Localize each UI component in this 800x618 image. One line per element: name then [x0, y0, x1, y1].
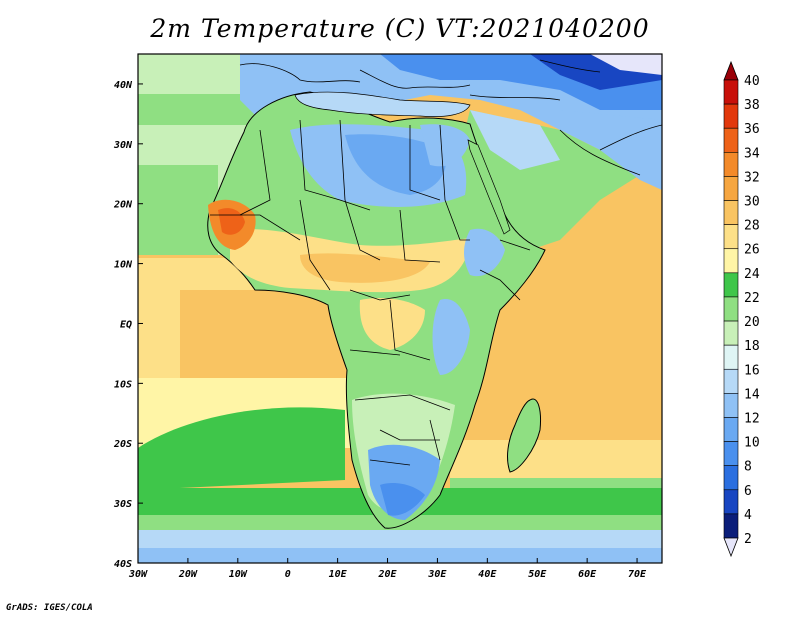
- lon-tick-label: 10W: [229, 569, 248, 580]
- colorbar-label: 36: [744, 122, 760, 137]
- lon-tick-label: 30W: [128, 569, 148, 580]
- colorbar-swatch: [723, 296, 739, 322]
- lat-tick-label: 30S: [113, 499, 132, 510]
- colorbar-label: 38: [744, 98, 760, 113]
- lon-tick-label: 0: [285, 569, 291, 580]
- lon-tick-label: 40E: [478, 569, 497, 580]
- coastlines-north: [239, 59, 662, 176]
- colorbar-swatch: [723, 368, 739, 394]
- south-atlantic-green: [138, 407, 345, 490]
- latitude-axis: 40N 30N 20N 10N EQ 10S 20S 30S 40S: [113, 80, 143, 570]
- iran: [560, 110, 662, 190]
- colorbar-swatch: [723, 344, 739, 370]
- mediterranean-sea: [294, 91, 471, 117]
- colorbar-swatch: [723, 200, 739, 225]
- colorbar-label: 8: [744, 460, 752, 475]
- lat-tick-label: 20S: [113, 439, 132, 450]
- temperature-map: [138, 54, 662, 563]
- colorbar-label: 26: [744, 243, 760, 258]
- colorbar-label: 20: [744, 315, 760, 330]
- map-title: 2m Temperature (C) VT:2021040200: [150, 14, 650, 43]
- colorbar-swatch: [723, 272, 739, 298]
- colorbar-swatch: [723, 103, 739, 129]
- colorbar-swatch: [723, 513, 739, 539]
- lon-tick-label: 50E: [528, 569, 547, 580]
- arabia-cool: [470, 110, 560, 170]
- equatorial-warmer: [180, 290, 350, 380]
- colorbar-label: 24: [744, 267, 760, 282]
- colorbar-label: 30: [744, 195, 760, 210]
- colorbar-swatch: [723, 441, 739, 466]
- colorbar-label: 6: [744, 484, 752, 499]
- sahel-hotter: [300, 253, 430, 283]
- colorbar-label: 2: [744, 532, 752, 547]
- indian-ocean-yellow: [450, 440, 662, 485]
- colorbar-swatch: [723, 393, 739, 418]
- madagascar: [507, 398, 541, 473]
- lat-tick-label: 10S: [114, 379, 132, 390]
- colorbar-label: 18: [744, 339, 760, 354]
- colorbar-swatch: [723, 489, 739, 515]
- lat-tick-label: 20N: [113, 200, 133, 211]
- red-sea: [467, 139, 511, 235]
- east-africa-highlands: [432, 299, 470, 375]
- longitude-axis: 30W 20W 10W 0 10E 20E 30E 40E 50E 60E 70E: [128, 558, 647, 580]
- colorbar-swatch: [723, 127, 739, 153]
- colorbar-swatch: [723, 152, 739, 177]
- egypt-cool: [420, 124, 470, 167]
- ethiopia-cool: [464, 228, 505, 277]
- lat-tick-label: 10N: [114, 260, 133, 271]
- country-borders: [210, 119, 531, 466]
- colorbar-swatch: [723, 417, 739, 442]
- far-south-band: [138, 548, 662, 563]
- lon-tick-label: 70E: [628, 569, 647, 580]
- colorbar-swatch: [723, 224, 739, 250]
- colorbar-swatch: [723, 79, 739, 105]
- colorbar-swatch: [723, 320, 739, 346]
- colorbar-label: 40: [744, 74, 760, 89]
- lon-tick-label: 60E: [578, 569, 597, 580]
- lon-tick-label: 10E: [329, 569, 348, 580]
- lat-tick-label: EQ: [120, 319, 132, 330]
- colorbar-label: 14: [744, 387, 760, 402]
- colorbar-swatch: [723, 465, 739, 491]
- colorbar-min-triangle: [723, 537, 739, 558]
- north-atlantic-cool: [138, 54, 248, 94]
- colorbar-label: 4: [744, 508, 752, 523]
- colorbar-max-triangle: [723, 60, 739, 81]
- colorbar-swatch: [723, 176, 739, 201]
- lat-tick-label: 40N: [114, 80, 133, 91]
- lon-tick-label: 30E: [427, 569, 447, 580]
- lon-tick-label: 20E: [377, 569, 397, 580]
- colorbar-label: 16: [744, 363, 760, 378]
- colorbar-label: 32: [744, 170, 760, 185]
- colorbar-label: 12: [744, 411, 760, 426]
- plot-frame: [137, 53, 663, 564]
- colorbar-label: 22: [744, 291, 760, 306]
- colorbar-label: 34: [744, 146, 760, 161]
- subtropical-atlantic-green: [138, 165, 218, 255]
- colorbar-label: 10: [744, 436, 760, 451]
- colorbar-label: 28: [744, 219, 760, 234]
- lat-tick-label: 40S: [114, 559, 132, 570]
- arctic-cold: [590, 54, 662, 75]
- lat-tick-label: 30N: [113, 140, 133, 151]
- sahara-colder: [345, 134, 447, 195]
- colorbar-swatch: [723, 248, 739, 274]
- south-africa-cooler: [380, 483, 425, 516]
- grads-credit: GrADS: IGES/COLA: [6, 603, 93, 613]
- lon-tick-label: 20W: [178, 569, 198, 580]
